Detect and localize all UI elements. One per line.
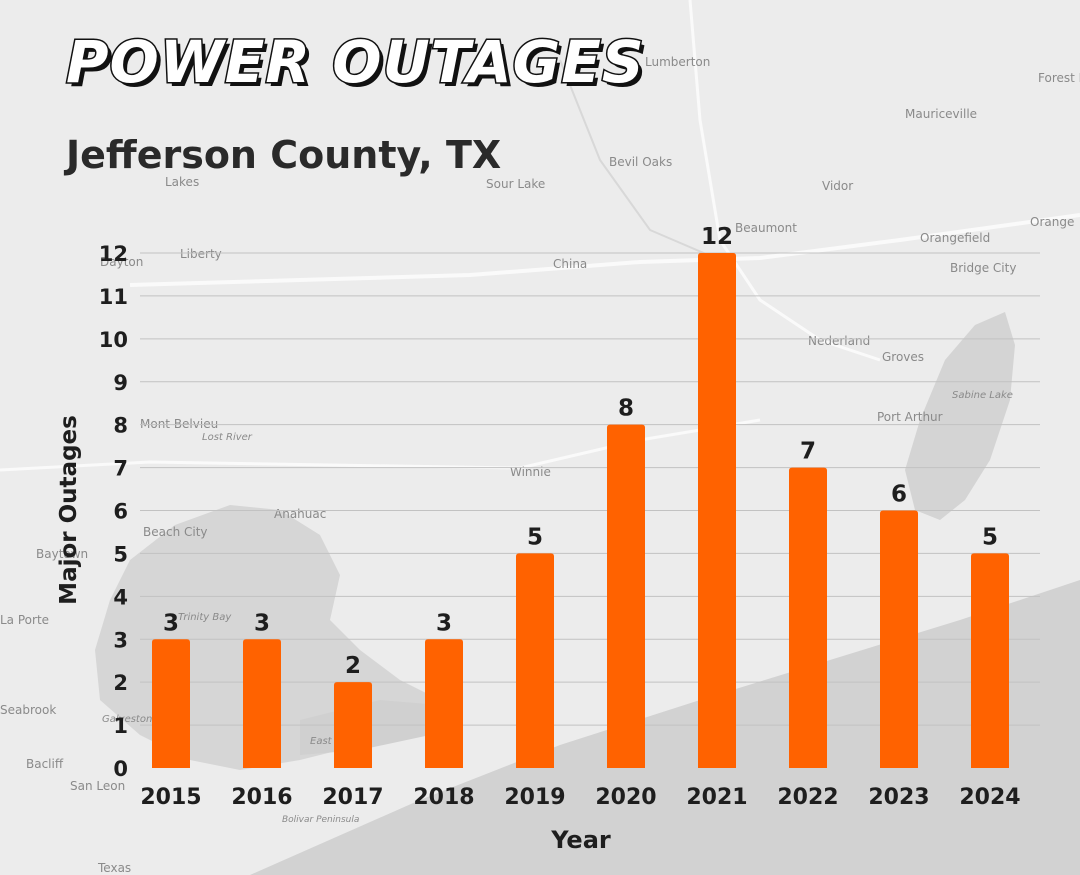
y-tick-label: 4: [113, 585, 128, 609]
map-label: Groves: [882, 350, 924, 364]
data-label: 12: [701, 224, 733, 250]
map-label: Lumberton: [645, 55, 710, 69]
y-tick-label: 7: [113, 457, 128, 481]
chart-title: POWER OUTAGES: [65, 27, 646, 98]
y-tick-label: 2: [113, 671, 128, 695]
x-tick-label: 2022: [777, 785, 838, 810]
x-axis-ticks: 2015 2016 2017 2018 2019 2020 2021 2022 2023 2024: [140, 785, 1020, 810]
bar: [971, 553, 1009, 768]
gridlines: [140, 252, 1040, 726]
map-label: Vidor: [822, 179, 853, 193]
map-label: Galveston Bay: [102, 714, 175, 725]
map-label: Port Arthur: [877, 410, 943, 424]
map-label: Seabrook: [0, 703, 56, 717]
map-label: Beaumont: [735, 221, 797, 235]
x-tick-label: 2017: [322, 785, 383, 810]
y-tick-label: 9: [113, 371, 128, 395]
highway-road: [0, 418, 761, 472]
interstate-road: [129, 213, 1080, 287]
bar: [152, 639, 190, 768]
data-label: 5: [982, 524, 998, 550]
map-label: Texas: [97, 861, 131, 875]
y-tick-label: 8: [113, 414, 128, 438]
map-label: Mauriceville: [905, 107, 977, 121]
data-label: 3: [163, 610, 179, 636]
x-tick-label: 2018: [413, 785, 474, 810]
bar: [334, 682, 372, 768]
gulf-water: [250, 580, 1080, 875]
x-tick-label: 2021: [686, 785, 747, 810]
x-tick-label: 2020: [595, 785, 656, 810]
map-label: Bacliff: [26, 757, 64, 771]
map-label: Forest Heights: [1038, 71, 1080, 85]
bar: [516, 553, 554, 768]
north-road: [688, 0, 881, 362]
map-label: Bevil Oaks: [609, 155, 672, 169]
map-label: Bridge City: [950, 261, 1016, 275]
data-label: 7: [800, 439, 816, 465]
map-label: Liberty: [180, 247, 222, 261]
y-tick-label: 11: [99, 285, 128, 309]
bars: 3 3 2 3 5 8 12 7 6 5: [152, 224, 1009, 768]
x-tick-label: 2016: [231, 785, 292, 810]
map-label: Trinity Bay: [178, 612, 232, 623]
map-label: Bolivar Peninsula: [282, 815, 359, 825]
map-label: San Leon: [70, 779, 125, 793]
map-label: Winnie: [510, 465, 551, 479]
bar: [607, 424, 645, 768]
x-tick-label: 2023: [868, 785, 929, 810]
map-label: Mont Belvieu: [140, 417, 218, 431]
bar: [789, 467, 827, 768]
map-label: Beach City: [143, 525, 208, 539]
x-tick-label: 2019: [504, 785, 565, 810]
bar: [243, 639, 281, 768]
bar: [880, 510, 918, 768]
data-label: 3: [436, 610, 452, 636]
bar: [425, 639, 463, 768]
data-label: 2: [345, 653, 361, 679]
y-tick-label: 6: [113, 500, 128, 524]
x-tick-label: 2024: [959, 785, 1020, 810]
y-tick-label: 1: [113, 714, 128, 738]
map-label: Sour Lake: [486, 177, 545, 191]
data-label: 3: [254, 610, 270, 636]
y-tick-label: 3: [113, 628, 128, 652]
y-tick-label: 5: [113, 542, 128, 566]
data-label: 5: [527, 524, 543, 550]
map-label: La Porte: [0, 613, 49, 627]
map-label: China: [553, 257, 587, 271]
map-label: Lost River: [202, 432, 253, 443]
map-label: Baytown: [36, 547, 88, 561]
map-label: Nederland: [808, 334, 870, 348]
data-label: 8: [618, 396, 634, 422]
data-label: 6: [891, 482, 907, 508]
map-label: East Bay: [310, 736, 355, 747]
y-tick-label: 12: [99, 242, 128, 266]
map-label: Sabine Lake: [952, 390, 1013, 401]
map-label: Orangefield: [920, 231, 990, 245]
y-axis-label: Major Outages: [56, 415, 82, 605]
map-label: Orange: [1030, 215, 1074, 229]
map-label: Lakes: [165, 175, 199, 189]
bar: [698, 253, 736, 768]
x-tick-label: 2015: [140, 785, 201, 810]
map-label: Dayton: [100, 255, 143, 269]
x-axis-label: Year: [550, 826, 611, 854]
chart-subtitle: Jefferson County, TX: [66, 133, 502, 177]
river: [559, 59, 721, 261]
y-tick-label: 10: [99, 328, 128, 352]
y-tick-label: 0: [113, 757, 128, 781]
